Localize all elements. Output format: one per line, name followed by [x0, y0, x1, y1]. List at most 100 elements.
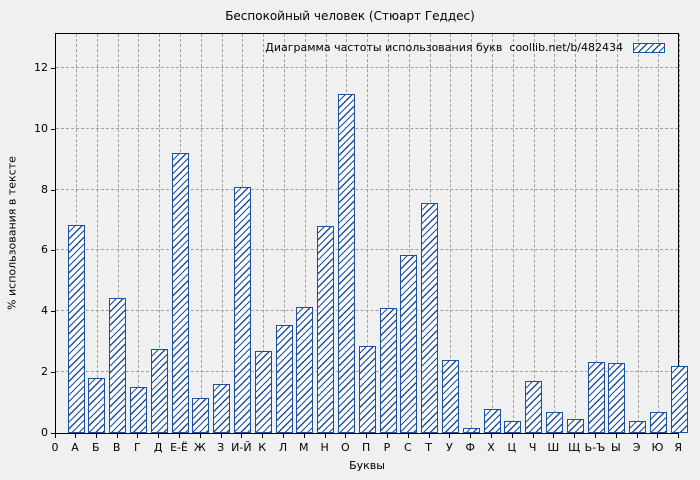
bar-И-Й — [233, 187, 251, 433]
bar-Э — [629, 421, 647, 433]
bar-Л — [275, 325, 293, 433]
bar-Х — [483, 409, 501, 433]
x-tick — [574, 434, 576, 438]
bar-Ь-Ъ — [587, 362, 605, 433]
bar-Щ — [566, 419, 584, 433]
y-tick-label: 12 — [34, 60, 48, 74]
x-tick-label: Е-Ё — [170, 441, 188, 454]
x-tick-label: Д — [153, 441, 163, 454]
x-tick-label: Т — [425, 441, 432, 454]
x-tick — [241, 434, 243, 438]
x-tick-label: Б — [92, 441, 100, 454]
x-tick — [220, 434, 222, 438]
x-tick — [532, 434, 534, 438]
bar-Ы — [608, 363, 626, 433]
x-tick-label: Ю — [651, 441, 664, 454]
x-tick — [449, 434, 451, 438]
x-tick-label: Ж — [193, 441, 206, 454]
x-tick-label: Н — [320, 441, 329, 454]
gridline-vertical — [533, 34, 535, 433]
x-tick — [55, 434, 56, 438]
y-tick — [51, 250, 55, 252]
bar-М — [296, 307, 314, 433]
bar-Е-Ё — [171, 153, 189, 433]
gridline-horizontal — [56, 310, 678, 312]
gridline-vertical — [408, 34, 410, 433]
gridline-vertical — [575, 34, 577, 433]
x-tick — [158, 434, 160, 438]
gridline-vertical — [554, 34, 556, 433]
bar-Т — [421, 203, 439, 433]
gridline-vertical — [304, 34, 306, 433]
x-tick-label: Ы — [610, 441, 621, 454]
gridline-vertical — [284, 34, 285, 433]
gridline-horizontal — [56, 249, 678, 251]
chart-title: Беспокойный человек (Стюарт Геддес) — [225, 9, 475, 23]
gridline-horizontal — [56, 127, 678, 129]
gridline-vertical — [492, 34, 493, 433]
y-tick-label: 8 — [41, 182, 48, 196]
x-tick-label: А — [71, 441, 79, 454]
x-tick — [678, 434, 680, 438]
x-tick — [366, 434, 368, 438]
x-tick — [345, 434, 347, 438]
bar-У — [441, 360, 459, 433]
gridline-vertical — [221, 34, 223, 433]
y-axis-label: % использования в тексте — [5, 156, 19, 310]
bar-Ф — [462, 428, 480, 433]
y-tick-label: 4 — [41, 304, 48, 318]
gridline-vertical — [658, 34, 660, 433]
gridline-vertical — [138, 34, 140, 433]
gridline-vertical — [159, 34, 161, 433]
bar-П — [358, 346, 376, 433]
x-tick — [553, 434, 555, 438]
y-tick — [51, 433, 55, 434]
gridline-vertical — [263, 34, 265, 433]
x-tick-label: З — [217, 441, 225, 454]
bar-Ч — [525, 381, 543, 433]
gridline-horizontal — [56, 66, 678, 68]
x-tick — [179, 434, 180, 438]
bar-Б — [88, 378, 106, 433]
gridline-vertical — [117, 34, 119, 433]
x-tick — [75, 434, 76, 438]
x-tick-label: Щ — [568, 441, 581, 454]
bar-Г — [129, 387, 147, 433]
gridline-vertical — [637, 34, 639, 433]
x-tick-label: К — [258, 441, 267, 454]
gridline-vertical — [200, 34, 202, 433]
gridline-vertical — [616, 34, 618, 433]
x-tick — [595, 434, 596, 438]
bar-О — [337, 94, 355, 433]
x-tick-label: Р — [383, 441, 391, 454]
x-tick-label: Я — [674, 441, 683, 454]
gridline-vertical — [596, 34, 597, 433]
x-tick-label: 0 — [51, 441, 59, 454]
x-tick — [615, 434, 617, 438]
x-tick-label: М — [299, 441, 309, 454]
y-tick-label: 0 — [41, 426, 48, 439]
x-tick-label: Х — [487, 441, 495, 454]
x-tick-label: Э — [632, 441, 641, 454]
x-tick-label: У — [446, 441, 453, 454]
gridline-vertical — [679, 34, 681, 433]
bar-А — [67, 225, 85, 433]
gridline-vertical — [367, 34, 369, 433]
x-tick — [387, 434, 388, 438]
y-tick-label: 10 — [34, 121, 48, 135]
bar-Р — [379, 308, 397, 433]
x-tick — [199, 434, 201, 438]
bar-К — [254, 351, 272, 433]
legend: Диаграмма частоты использования букв coo… — [265, 41, 665, 54]
x-tick — [428, 434, 430, 438]
x-tick-label: И-Й — [231, 441, 252, 454]
x-tick — [283, 434, 284, 438]
x-tick — [511, 434, 513, 438]
gridline-horizontal — [56, 188, 678, 190]
gridline-vertical — [388, 34, 389, 433]
bar-С — [400, 255, 418, 433]
x-tick — [137, 434, 139, 438]
x-tick-label: Л — [278, 441, 288, 454]
x-tick — [303, 434, 305, 438]
